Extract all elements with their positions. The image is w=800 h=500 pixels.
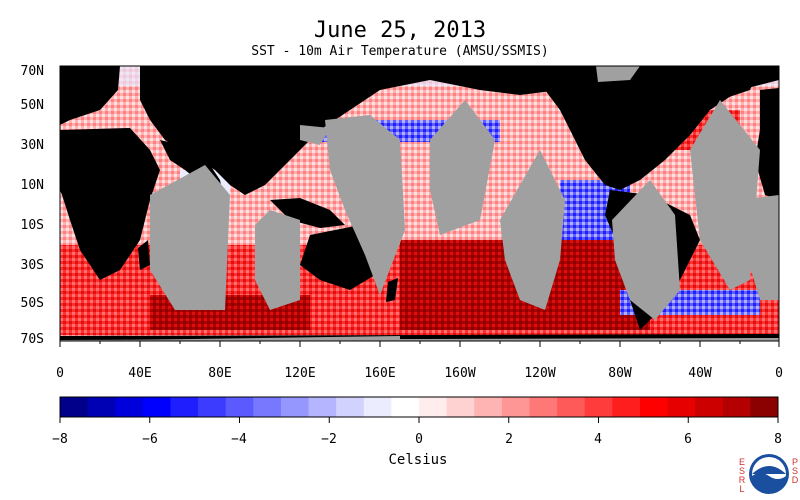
lon-label: 0 <box>775 366 783 381</box>
lon-label: 0 <box>56 366 64 381</box>
colorbar-unit-label: Celsius <box>388 452 448 468</box>
lon-label: 80W <box>608 366 632 381</box>
colorbar-tick-label: −4 <box>231 432 247 447</box>
colorbar-ticks <box>59 417 779 423</box>
colorbar-swatch <box>336 397 365 417</box>
colorbar-swatch <box>198 397 227 417</box>
lat-label: 50N <box>20 98 44 113</box>
colorbar-tick-label: −8 <box>52 432 68 447</box>
colorbar-swatch <box>612 397 641 417</box>
lon-label: 120E <box>284 366 316 381</box>
colorbar-swatch <box>280 397 310 417</box>
colorbar-tick-label: 4 <box>594 432 602 447</box>
map-subtitle: SST - 10m Air Temperature (AMSU/SSMIS) <box>251 44 549 59</box>
lon-label: 40W <box>688 366 712 381</box>
colorbar-swatch <box>557 397 586 417</box>
colorbar-swatch <box>750 397 779 417</box>
colorbar-tick-label: −2 <box>321 432 337 447</box>
colorbar-swatch <box>391 397 420 417</box>
lon-label: 80E <box>208 366 232 381</box>
colorbar-swatch <box>142 397 171 417</box>
colorbar-swatch <box>170 397 199 417</box>
colorbar-swatch <box>529 397 558 417</box>
map-area <box>60 66 779 341</box>
lat-label: 50S <box>20 296 44 311</box>
colorbar-swatch <box>60 397 89 417</box>
colorbar-tick-label: 6 <box>684 432 692 447</box>
lat-label: 30S <box>20 258 44 273</box>
colorbar-swatch <box>115 397 144 417</box>
axis-ticks <box>59 341 780 347</box>
colorbar-tick-label: −6 <box>142 432 158 447</box>
colorbar-swatch <box>308 397 337 417</box>
lon-label: 160E <box>364 366 396 381</box>
colorbar-swatch <box>584 397 613 417</box>
lat-label: 10S <box>20 218 44 233</box>
colorbar-swatch <box>474 397 503 417</box>
colorbar-swatch <box>639 397 669 417</box>
lat-label: 70S <box>20 332 44 347</box>
colorbar-tick-label: 2 <box>505 432 513 447</box>
lon-label: 160W <box>444 366 476 381</box>
lon-label: 40E <box>128 366 152 381</box>
lat-label: 10N <box>20 178 44 193</box>
noaa-logo <box>749 454 789 494</box>
colorbar <box>60 397 779 417</box>
colorbar-tick-label: 0 <box>415 432 423 447</box>
colorbar-swatch <box>419 397 448 417</box>
colorbar-tick-label: 8 <box>774 432 782 447</box>
lat-label: 30N <box>20 138 44 153</box>
map-title: June 25, 2013 <box>313 18 487 43</box>
colorbar-swatch <box>695 397 724 417</box>
colorbar-swatch <box>87 397 116 417</box>
colorbar-swatch <box>446 397 475 417</box>
colorbar-swatch <box>722 397 751 417</box>
colorbar-swatch <box>363 397 392 417</box>
lat-label: 70N <box>20 64 44 79</box>
no-data-swaths <box>60 66 779 341</box>
colorbar-swatch <box>501 397 530 417</box>
lon-label: 120W <box>524 366 556 381</box>
colorbar-swatch <box>253 397 282 417</box>
colorbar-swatch <box>225 397 254 417</box>
colorbar-swatch <box>667 397 696 417</box>
